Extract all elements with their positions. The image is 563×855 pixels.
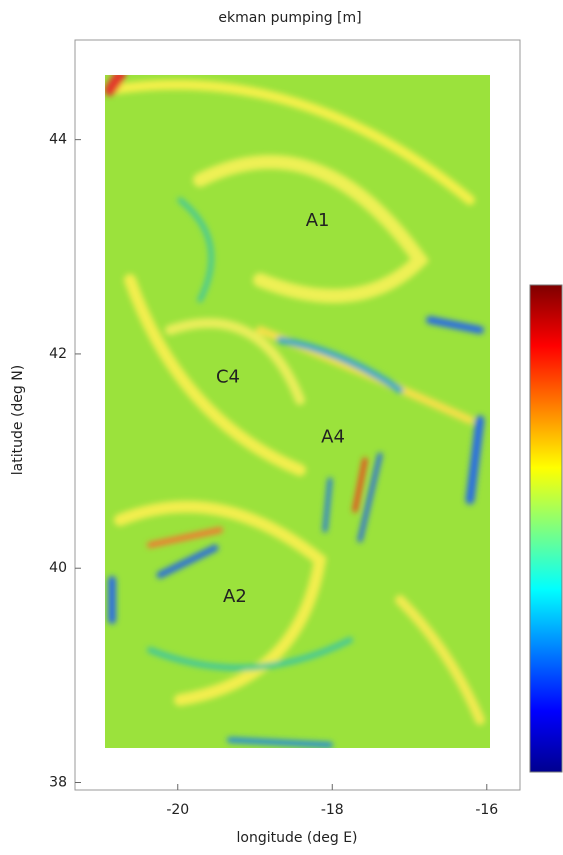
y-axis-label: latitude (deg N) — [10, 365, 26, 475]
x-tick-label: -20 — [166, 802, 189, 818]
annotation: A2 — [223, 586, 247, 607]
heatmap-field — [105, 75, 490, 748]
y-tick-label: 44 — [49, 132, 67, 148]
colorbar — [529, 284, 563, 773]
annotation: C4 — [216, 367, 240, 388]
x-tick-label: -18 — [321, 802, 344, 818]
x-tick-label: -16 — [475, 802, 498, 818]
plot-frame — [74, 39, 521, 791]
annotation: A4 — [321, 427, 345, 448]
chart-title: ekman pumping [m] — [218, 10, 361, 26]
annotation: A1 — [306, 210, 330, 231]
y-tick-label: 42 — [49, 346, 67, 362]
x-axis-label: longitude (deg E) — [236, 830, 357, 846]
y-tick-label: 40 — [49, 560, 67, 576]
y-tick-label: 38 — [49, 775, 67, 791]
